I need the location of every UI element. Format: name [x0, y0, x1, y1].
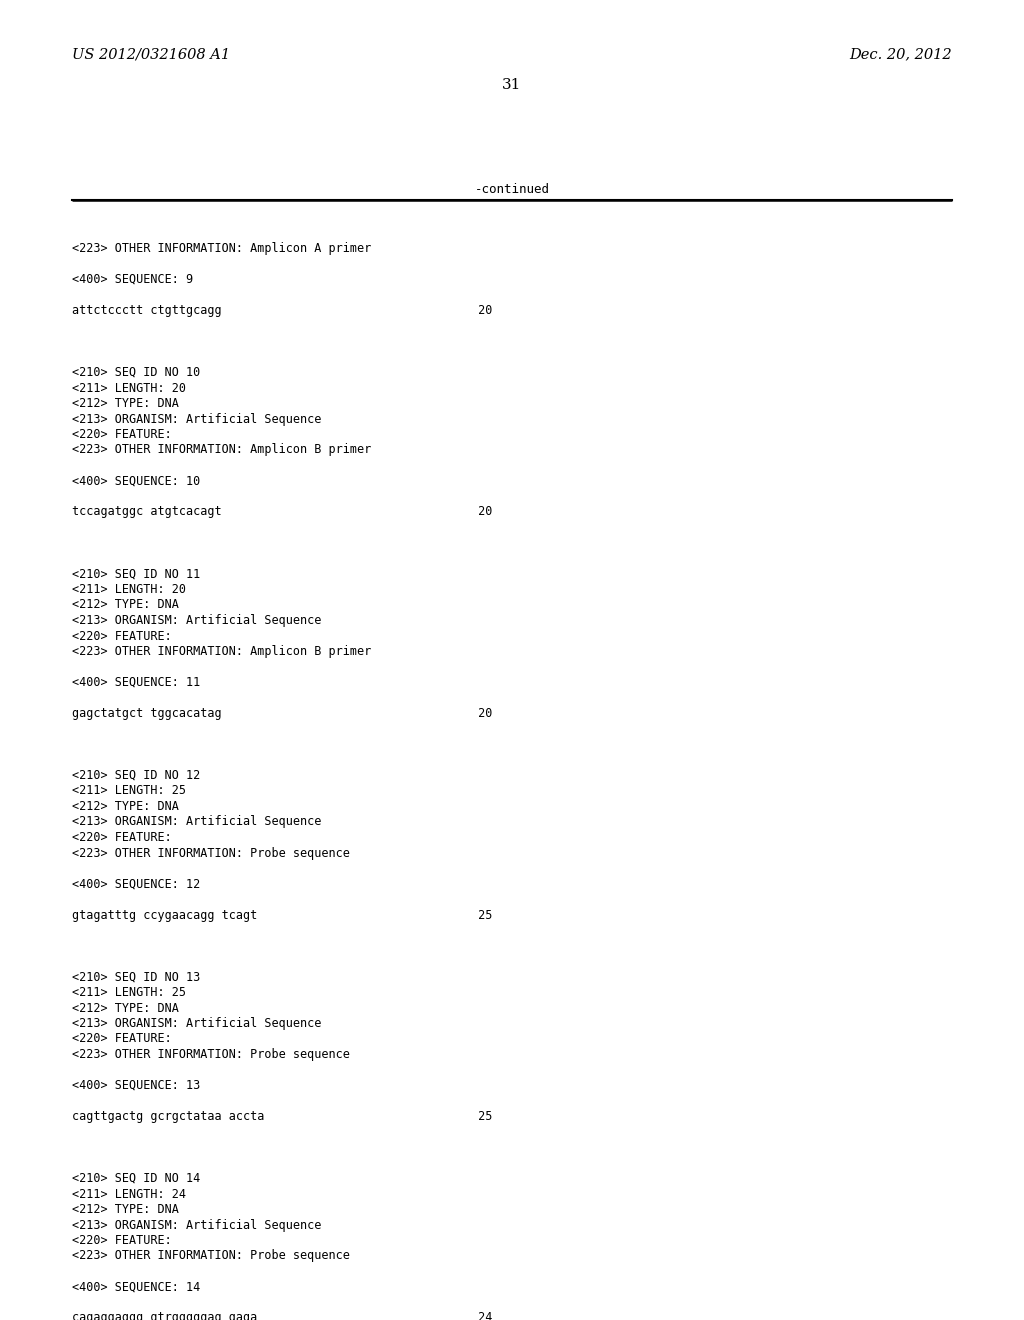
Text: tccagatggc atgtcacagt                                    20: tccagatggc atgtcacagt 20: [72, 506, 493, 519]
Text: <213> ORGANISM: Artificial Sequence: <213> ORGANISM: Artificial Sequence: [72, 816, 322, 829]
Text: <211> LENGTH: 20: <211> LENGTH: 20: [72, 381, 186, 395]
Text: 31: 31: [503, 78, 521, 92]
Text: <210> SEQ ID NO 10: <210> SEQ ID NO 10: [72, 366, 201, 379]
Text: Dec. 20, 2012: Dec. 20, 2012: [849, 48, 952, 61]
Text: attctccctt ctgttgcagg                                    20: attctccctt ctgttgcagg 20: [72, 304, 493, 317]
Text: <220> FEATURE:: <220> FEATURE:: [72, 428, 172, 441]
Text: <210> SEQ ID NO 13: <210> SEQ ID NO 13: [72, 970, 201, 983]
Text: <212> TYPE: DNA: <212> TYPE: DNA: [72, 1002, 179, 1015]
Text: <223> OTHER INFORMATION: Probe sequence: <223> OTHER INFORMATION: Probe sequence: [72, 1250, 350, 1262]
Text: gagctatgct tggcacatag                                    20: gagctatgct tggcacatag 20: [72, 708, 493, 719]
Text: <213> ORGANISM: Artificial Sequence: <213> ORGANISM: Artificial Sequence: [72, 1016, 322, 1030]
Text: <223> OTHER INFORMATION: Amplicon A primer: <223> OTHER INFORMATION: Amplicon A prim…: [72, 242, 372, 255]
Text: <211> LENGTH: 25: <211> LENGTH: 25: [72, 986, 186, 999]
Text: <223> OTHER INFORMATION: Probe sequence: <223> OTHER INFORMATION: Probe sequence: [72, 1048, 350, 1061]
Text: US 2012/0321608 A1: US 2012/0321608 A1: [72, 48, 230, 61]
Text: <400> SEQUENCE: 10: <400> SEQUENCE: 10: [72, 474, 201, 487]
Text: <211> LENGTH: 25: <211> LENGTH: 25: [72, 784, 186, 797]
Text: <213> ORGANISM: Artificial Sequence: <213> ORGANISM: Artificial Sequence: [72, 412, 322, 425]
Text: <220> FEATURE:: <220> FEATURE:: [72, 1234, 172, 1247]
Text: <212> TYPE: DNA: <212> TYPE: DNA: [72, 1203, 179, 1216]
Text: <220> FEATURE:: <220> FEATURE:: [72, 1032, 172, 1045]
Text: <210> SEQ ID NO 14: <210> SEQ ID NO 14: [72, 1172, 201, 1185]
Text: gtagatttg ccygaacagg tcagt                               25: gtagatttg ccygaacagg tcagt 25: [72, 908, 493, 921]
Text: <211> LENGTH: 24: <211> LENGTH: 24: [72, 1188, 186, 1200]
Text: <223> OTHER INFORMATION: Probe sequence: <223> OTHER INFORMATION: Probe sequence: [72, 846, 350, 859]
Text: <400> SEQUENCE: 9: <400> SEQUENCE: 9: [72, 273, 194, 286]
Text: <223> OTHER INFORMATION: Amplicon B primer: <223> OTHER INFORMATION: Amplicon B prim…: [72, 444, 372, 457]
Text: cagttgactg gcrgctataa accta                              25: cagttgactg gcrgctataa accta 25: [72, 1110, 493, 1123]
Text: <210> SEQ ID NO 12: <210> SEQ ID NO 12: [72, 770, 201, 781]
Text: <223> OTHER INFORMATION: Amplicon B primer: <223> OTHER INFORMATION: Amplicon B prim…: [72, 645, 372, 657]
Text: <400> SEQUENCE: 13: <400> SEQUENCE: 13: [72, 1078, 201, 1092]
Text: <213> ORGANISM: Artificial Sequence: <213> ORGANISM: Artificial Sequence: [72, 1218, 322, 1232]
Text: <212> TYPE: DNA: <212> TYPE: DNA: [72, 800, 179, 813]
Text: <212> TYPE: DNA: <212> TYPE: DNA: [72, 397, 179, 411]
Text: <400> SEQUENCE: 14: <400> SEQUENCE: 14: [72, 1280, 201, 1294]
Text: cagaggaggg gtrgggggag gaga                               24: cagaggaggg gtrgggggag gaga 24: [72, 1312, 493, 1320]
Text: <220> FEATURE:: <220> FEATURE:: [72, 832, 172, 843]
Text: -continued: -continued: [474, 183, 550, 195]
Text: <211> LENGTH: 20: <211> LENGTH: 20: [72, 583, 186, 597]
Text: <220> FEATURE:: <220> FEATURE:: [72, 630, 172, 643]
Text: <212> TYPE: DNA: <212> TYPE: DNA: [72, 598, 179, 611]
Text: <400> SEQUENCE: 12: <400> SEQUENCE: 12: [72, 878, 201, 891]
Text: <400> SEQUENCE: 11: <400> SEQUENCE: 11: [72, 676, 201, 689]
Text: <210> SEQ ID NO 11: <210> SEQ ID NO 11: [72, 568, 201, 581]
Text: <213> ORGANISM: Artificial Sequence: <213> ORGANISM: Artificial Sequence: [72, 614, 322, 627]
